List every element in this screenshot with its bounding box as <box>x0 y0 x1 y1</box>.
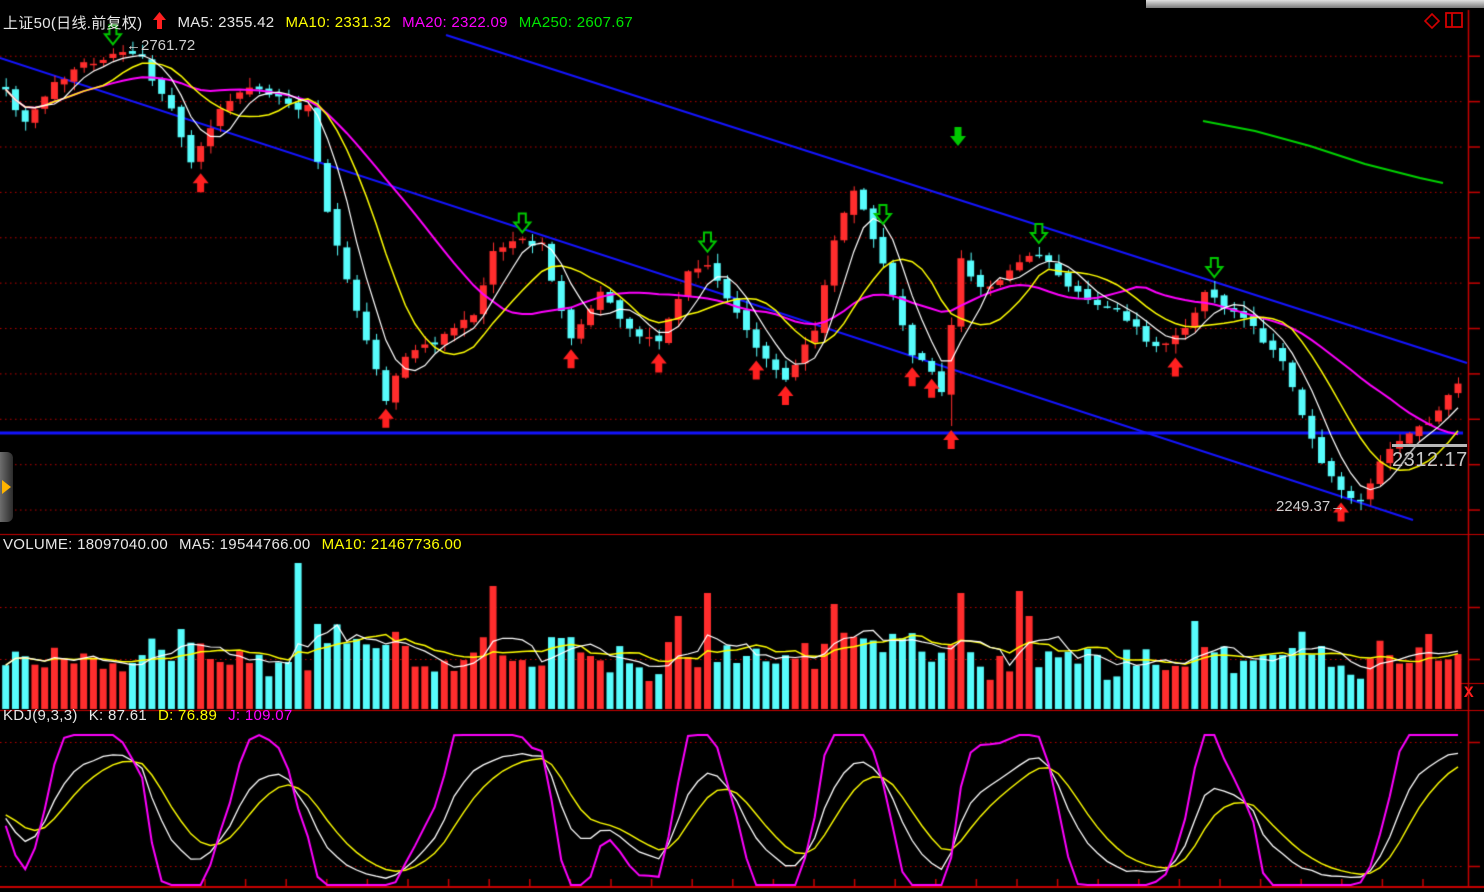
volume-value: VOLUME: 18097040.00 <box>3 536 168 553</box>
kdj-k-value: K: 87.61 <box>88 707 147 724</box>
sidebar-collapse-tab[interactable] <box>0 452 13 522</box>
ma10-value: MA10: 2331.32 <box>285 14 392 31</box>
peak-price-annotation: ←2761.72 <box>126 37 196 54</box>
last-price-line <box>1392 444 1467 447</box>
right-triangle-icon <box>2 480 11 494</box>
volume-ma10-value: MA10: 21467736.00 <box>321 536 462 553</box>
symbol-title: 上证50(日线.前复权) <box>3 15 143 32</box>
kdj-title: KDJ(9,3,3) <box>3 707 78 724</box>
ma5-value: MA5: 2355.42 <box>177 14 275 31</box>
trough-price-annotation: 2249.37→ <box>1276 498 1346 515</box>
volume-header: VOLUME: 18097040.00 MA5: 19544766.00 MA1… <box>3 536 462 553</box>
kdj-d-value: D: 76.89 <box>157 707 218 724</box>
ma20-value: MA20: 2322.09 <box>402 14 508 31</box>
main-chart-header: 上证50(日线.前复权) MA5: 2355.42 MA10: 2331.32 … <box>3 12 633 33</box>
split-window-icon[interactable] <box>1445 12 1464 34</box>
right-arrow-icon: → <box>1330 498 1346 515</box>
kdj-j-value: J: 109.07 <box>228 707 293 724</box>
indicator-close-button[interactable]: X <box>1464 684 1474 702</box>
diamond-icon[interactable] <box>1423 12 1441 34</box>
last-price-annotation: 2312.17 <box>1392 444 1468 472</box>
window-title-strip <box>1146 0 1484 8</box>
ma250-value: MA250: 2607.67 <box>518 14 634 31</box>
kdj-header: KDJ(9,3,3) K: 87.61 D: 76.89 J: 109.07 <box>3 707 293 724</box>
volume-ma5-value: MA5: 19544766.00 <box>178 536 311 553</box>
left-arrow-icon: ← <box>126 37 141 54</box>
red-up-arrow-icon <box>153 12 167 33</box>
